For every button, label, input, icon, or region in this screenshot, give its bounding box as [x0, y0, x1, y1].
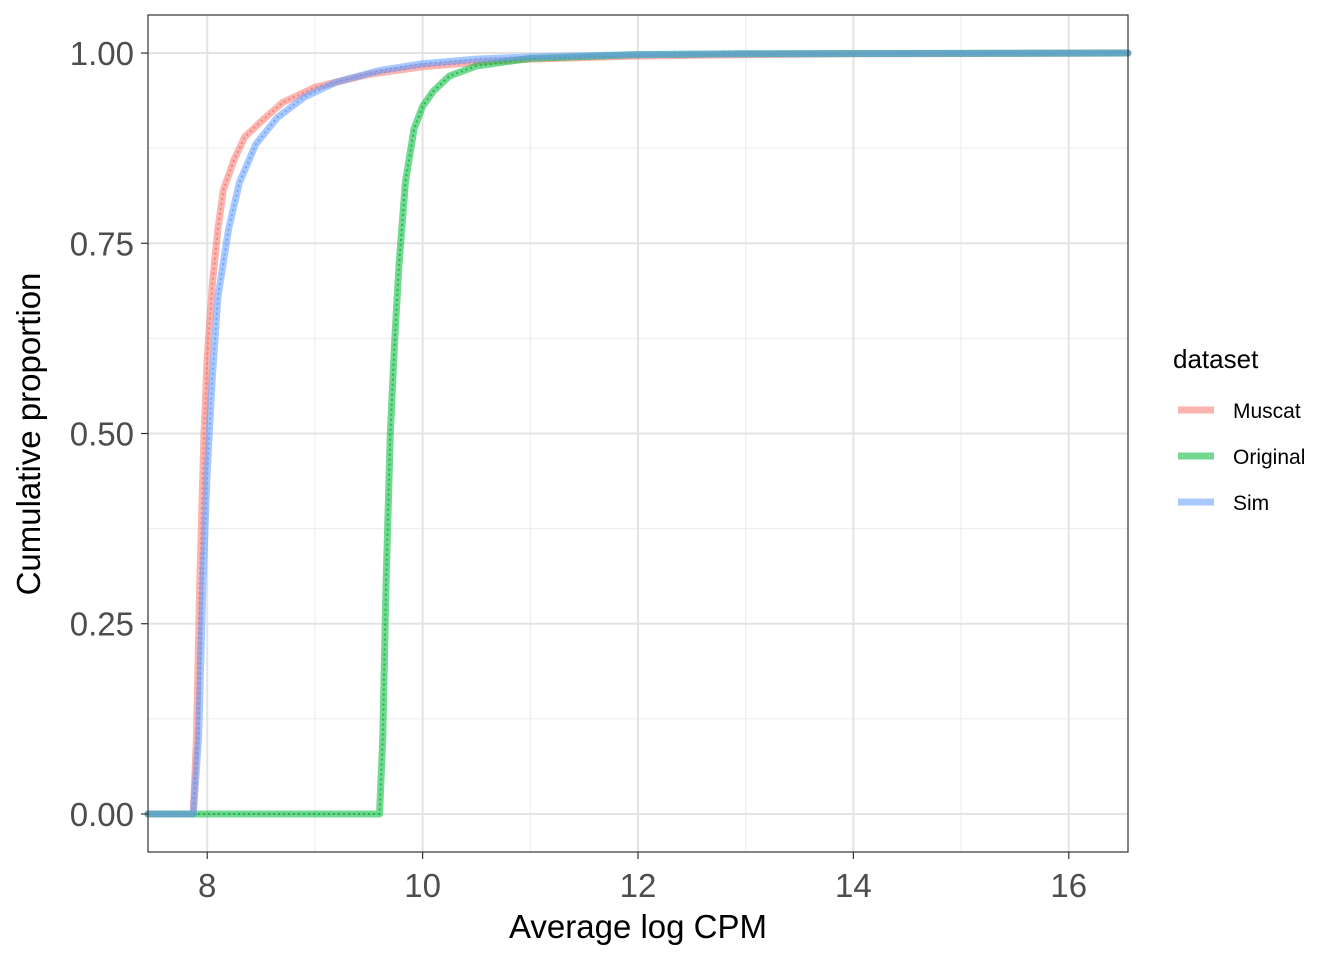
y-tick-label: 0.25 — [70, 606, 134, 643]
x-tick-label: 14 — [835, 867, 872, 904]
x-tick-label: 10 — [404, 867, 441, 904]
y-axis: 0.00 0.25 0.50 0.75 1.00 — [70, 35, 148, 833]
y-tick-label: 1.00 — [70, 35, 134, 72]
series-points-sim — [148, 52, 1129, 815]
legend-title: dataset — [1173, 344, 1259, 374]
legend-label-muscat: Muscat — [1233, 400, 1301, 423]
legend-label-sim: Sim — [1233, 492, 1269, 515]
legend-items: Muscat Original Sim — [1178, 400, 1305, 515]
legend: dataset Muscat Original Sim — [1173, 344, 1305, 515]
y-tick-label: 0.00 — [70, 796, 134, 833]
x-tick-label: 8 — [198, 867, 216, 904]
x-tick-label: 16 — [1050, 867, 1087, 904]
x-axis: 8 10 12 14 16 — [198, 852, 1087, 904]
x-axis-title: Average log CPM — [509, 908, 767, 945]
y-tick-label: 0.50 — [70, 416, 134, 453]
series-lines — [144, 49, 1132, 818]
major-gridlines — [148, 15, 1128, 852]
x-tick-label: 12 — [620, 867, 657, 904]
y-tick-label: 0.75 — [70, 225, 134, 262]
y-axis-title: Cumulative proportion — [10, 273, 47, 596]
legend-label-original: Original — [1233, 446, 1305, 469]
